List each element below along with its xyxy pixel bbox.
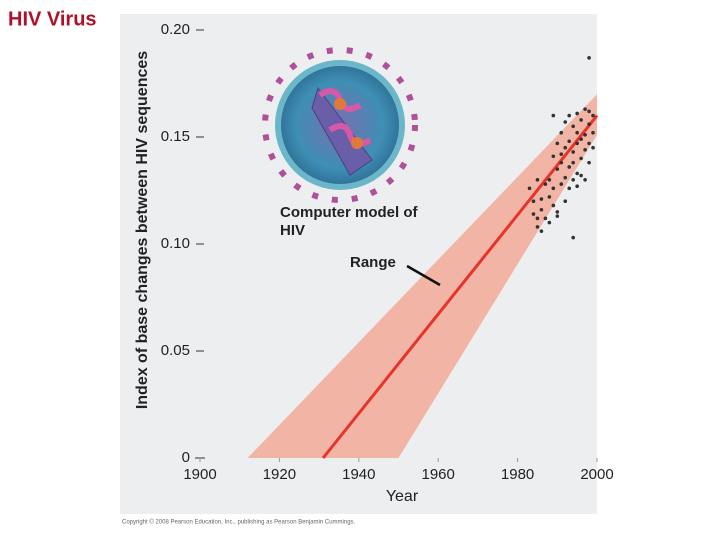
y-tick-label: 0 [182,449,190,466]
point [571,235,575,240]
point [583,107,587,111]
slide-title: HIV Virus [8,8,97,30]
point [563,120,568,124]
range-band [247,94,597,458]
x-tick-label: 1980 [501,466,534,483]
point [571,160,575,165]
point [539,229,544,233]
point [543,216,548,221]
y-tick-label: 0.15 [161,128,190,145]
point [575,141,579,146]
annotation: Range [350,254,396,271]
point [575,111,579,116]
point [575,171,579,176]
x-axis-label: Year [386,488,419,505]
point [587,109,591,114]
point [575,184,579,189]
x-tick-label: 1960 [422,466,455,483]
copyright: Copyright © 2008 Pearson Education, Inc.… [122,519,356,526]
point [583,133,587,137]
point [587,141,591,146]
point [535,225,540,229]
point [547,178,552,182]
point [527,186,532,191]
point [551,113,556,118]
point [579,137,583,141]
point [579,156,583,161]
point [563,199,568,203]
trend-line [321,114,599,459]
point [579,118,583,122]
point [559,130,564,135]
point [587,160,591,165]
x-tick-label: 2000 [580,466,613,483]
point [591,130,595,135]
point [555,167,560,171]
point [587,56,591,60]
point [563,175,568,180]
virus-illustration [262,47,418,203]
y-tick-label: 0.10 [161,235,190,252]
point [567,165,572,169]
point [547,220,552,225]
point [563,145,568,150]
x-tick-label: 1900 [183,466,216,483]
point [571,124,575,129]
point [559,152,564,156]
point [551,203,556,208]
point [531,199,536,203]
point [583,148,587,152]
point [579,173,583,178]
point [555,141,560,146]
point [571,178,575,182]
point [559,182,564,186]
point [567,139,572,144]
point [539,207,544,212]
point [535,178,540,182]
point [567,186,572,191]
point [531,212,536,216]
y-axis-label: Index of base changes between HIV sequen… [134,51,151,409]
point [551,154,556,159]
point [591,113,595,118]
range-pointer [406,264,441,287]
point [535,216,540,221]
point [571,150,575,154]
point [551,186,556,191]
point [539,197,544,201]
point [591,145,595,150]
point [575,130,579,135]
point [583,178,587,182]
y-tick-label: 0.05 [161,342,190,359]
plot [247,56,599,459]
point [555,214,560,218]
x-tick-label: 1940 [342,466,375,483]
point [543,182,548,186]
point [567,113,572,118]
point [587,122,591,126]
point [547,195,552,199]
point [559,160,564,165]
annotation: Computer model of HIV [280,204,418,239]
x-tick-label: 1920 [263,466,296,483]
point [555,210,560,214]
y-tick-label: 0.20 [161,21,190,38]
